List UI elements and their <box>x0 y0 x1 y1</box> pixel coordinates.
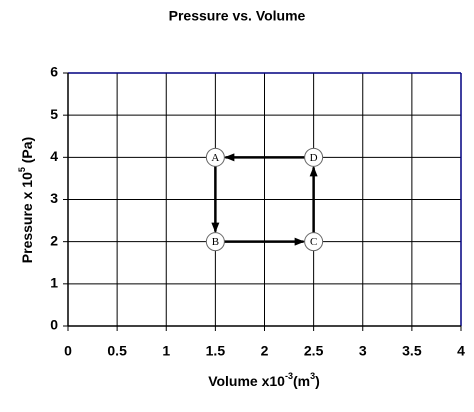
x-tick-label: 1.5 <box>206 343 226 359</box>
label-part: Pressure x 10 <box>19 172 35 263</box>
y-tick-label: 1 <box>50 275 58 291</box>
point-label: C <box>310 236 317 248</box>
label-part: Volume x10 <box>208 373 285 389</box>
y-tick-label: 0 <box>50 317 58 333</box>
state-point <box>304 232 324 252</box>
chart-title: Pressure vs. Volume <box>169 8 306 24</box>
label-part: 3 <box>310 371 315 381</box>
label-part: ) <box>315 373 320 389</box>
state-point <box>205 232 225 252</box>
x-tick-label: 3.5 <box>402 343 422 359</box>
point-label: D <box>310 152 318 164</box>
label-part: 5 <box>17 167 27 172</box>
label-part: (Pa) <box>19 137 35 167</box>
x-tick-label: 1 <box>162 343 170 359</box>
point-label: A <box>211 152 219 164</box>
label-part: (m <box>293 373 310 389</box>
x-tick-label: 3 <box>359 343 367 359</box>
y-axis-label: Pressure x 105 (Pa) <box>17 137 34 263</box>
point-label: B <box>212 236 219 248</box>
x-tick-label: 2.5 <box>304 343 324 359</box>
label-part: -3 <box>285 371 293 381</box>
x-tick-label: 2 <box>261 343 269 359</box>
y-tick-label: 6 <box>50 64 58 80</box>
state-point <box>304 147 324 167</box>
x-tick-label: 0 <box>64 343 72 359</box>
y-tick-label: 4 <box>50 148 58 164</box>
x-axis-label: Volume x10-3(m3) <box>208 371 320 388</box>
x-tick-label: 4 <box>457 343 465 359</box>
state-point <box>205 147 225 167</box>
y-tick-label: 5 <box>50 106 58 122</box>
x-tick-label: 0.5 <box>107 343 127 359</box>
y-tick-label: 3 <box>50 190 58 206</box>
y-tick-label: 2 <box>50 232 58 248</box>
